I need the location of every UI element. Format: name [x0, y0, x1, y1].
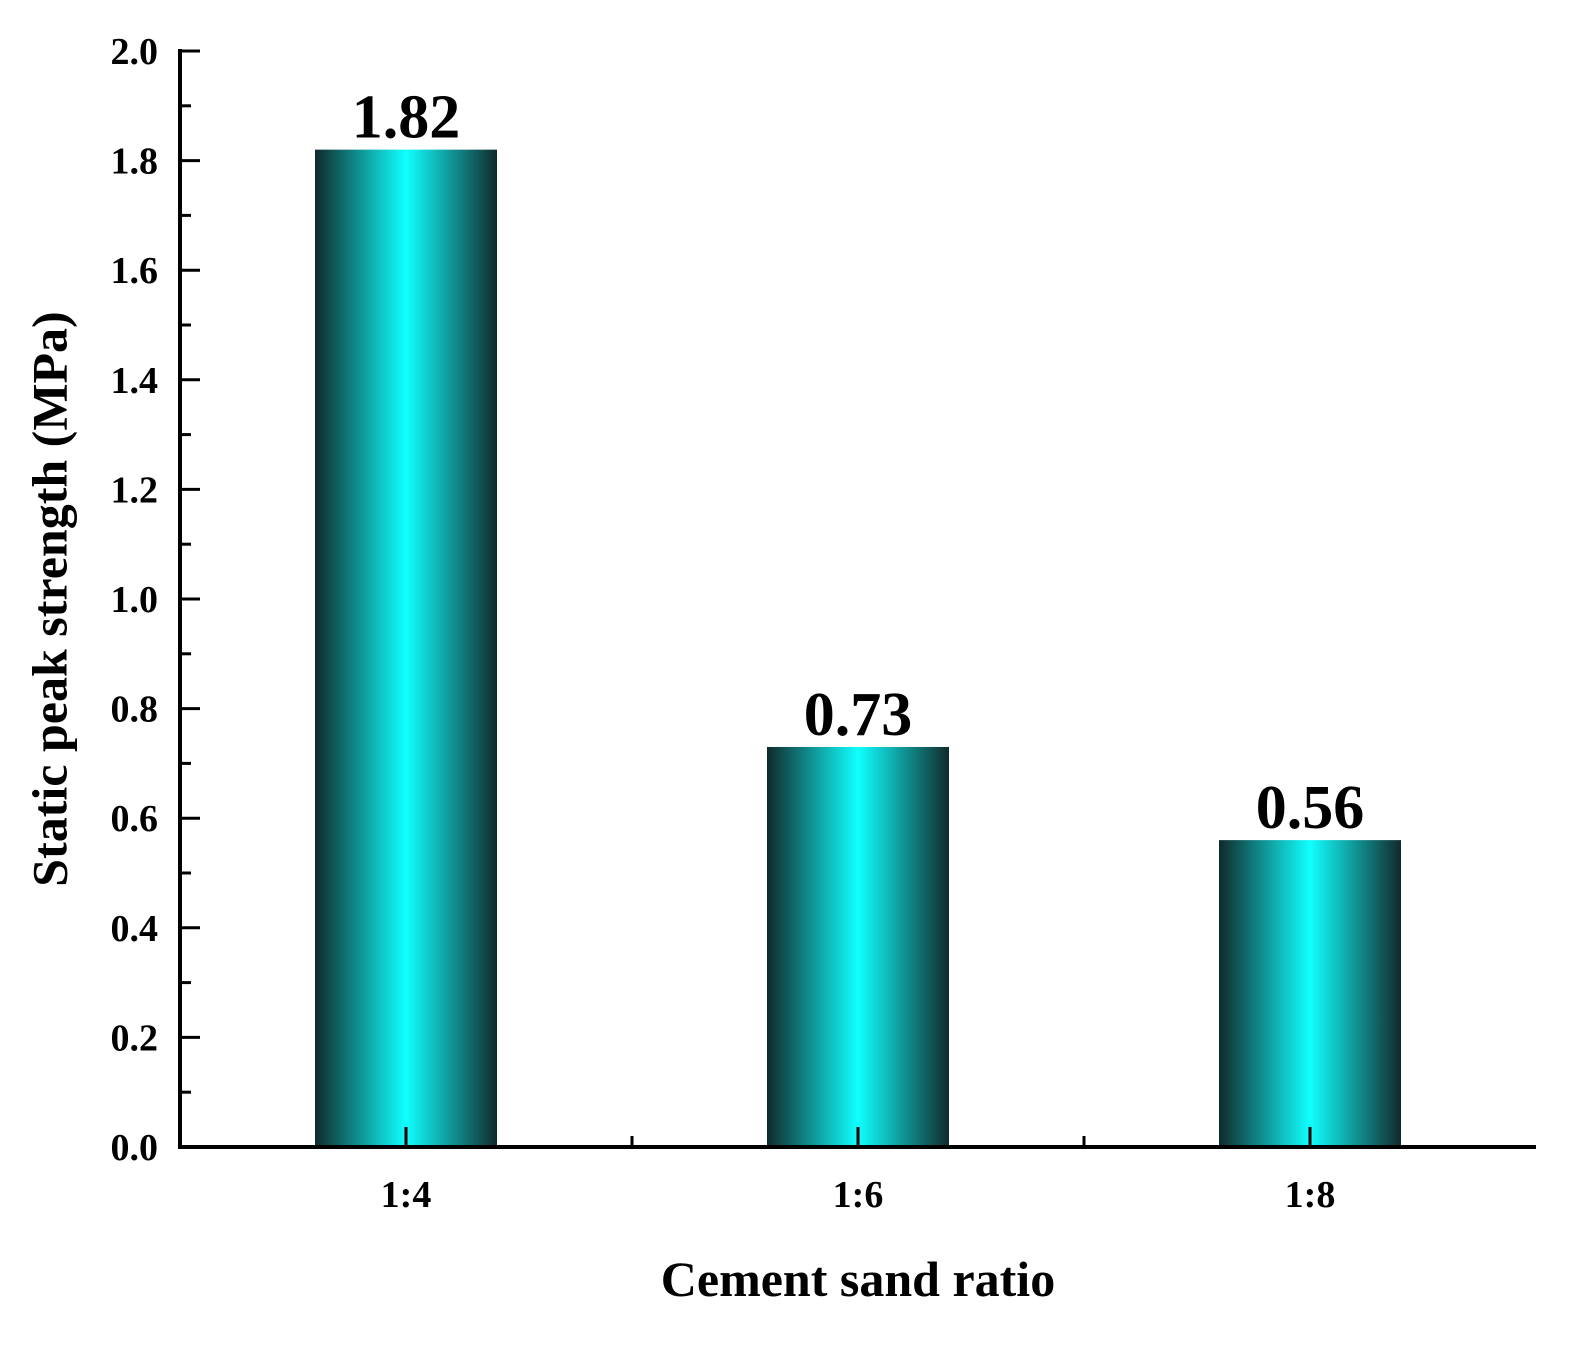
- y-tick-label: 1.4: [111, 360, 159, 402]
- y-tick-label: 2.0: [111, 31, 159, 73]
- value-label: 0.56: [1256, 774, 1365, 842]
- y-tick-label: 0.6: [111, 798, 159, 840]
- bar-1-4: [315, 149, 497, 1147]
- y-ticks-group: 0.0 0.2 0.4 0.6 0.8 1.0 1.2 1.4 1.6 1.8 2.0: [111, 31, 200, 1169]
- y-tick-label: 1.8: [111, 141, 159, 183]
- x-tick-label: 1:8: [1285, 1174, 1336, 1216]
- bar-1-8: [1219, 840, 1401, 1147]
- value-label: 1.82: [352, 84, 461, 152]
- x-tick-label: 1:6: [833, 1174, 884, 1216]
- value-label: 0.73: [804, 681, 913, 749]
- y-tick-label: 0.0: [111, 1127, 159, 1169]
- y-axis-title: Static peak strength (MPa): [21, 311, 77, 886]
- y-tick-label: 1.0: [111, 579, 159, 621]
- value-labels-group: 1.82 0.73 0.56: [352, 84, 1365, 842]
- bars-group: [315, 149, 1401, 1147]
- y-tick-label: 0.8: [111, 689, 159, 731]
- y-tick-label: 0.2: [111, 1017, 159, 1059]
- x-ticks-group: 1:4 1:6 1:8: [381, 1127, 1336, 1216]
- y-tick-label: 0.4: [111, 908, 159, 950]
- y-tick-label: 1.6: [111, 250, 159, 292]
- y-tick-label: 1.2: [111, 469, 159, 511]
- x-axis-title: Cement sand ratio: [661, 1251, 1055, 1307]
- x-tick-label: 1:4: [381, 1174, 432, 1216]
- bar-1-6: [767, 746, 949, 1147]
